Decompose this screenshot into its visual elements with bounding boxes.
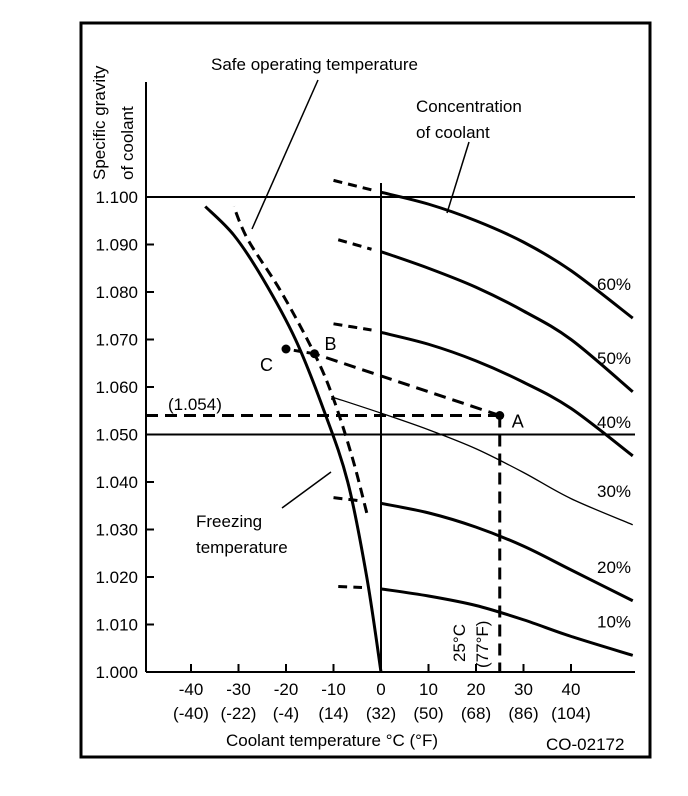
x-tick-label-f: (104) <box>551 704 591 723</box>
curve-20pct <box>380 501 634 603</box>
a-to-b-guide-line <box>314 352 501 417</box>
x-tick-label-f: (-4) <box>273 704 299 723</box>
x-tick-label-c: -40 <box>179 680 204 699</box>
curve-50pct-dashed <box>337 238 372 251</box>
concentration-leader <box>446 141 470 214</box>
x-tick-label-c: -20 <box>274 680 299 699</box>
figure-id: CO-02172 <box>546 735 624 754</box>
y-tick-label: 1.020 <box>95 568 138 587</box>
y-tick-label: 1.040 <box>95 473 138 492</box>
curve-label-40pct: 40% <box>597 413 631 432</box>
safe-operating-temperature-label: Safe operating temperature <box>211 55 418 74</box>
x-tick-label-f: (14) <box>318 704 348 723</box>
x-tick-label-c: -30 <box>226 680 251 699</box>
x-tick-label-c: 20 <box>467 680 486 699</box>
b-to-c-guide-line <box>285 347 315 356</box>
axis-ticks: 1.100 1.090 1.080 1.070 1.060 1.050 1.040 1.030… <box>95 82 635 723</box>
point-C <box>281 344 291 354</box>
plot-area: 60% 50% 40% 30% 20% 10% A B C <box>146 178 635 673</box>
curve-40pct <box>380 330 634 458</box>
freezing-leader <box>281 471 332 509</box>
point-B <box>310 349 319 359</box>
x-tick-label-f: (68) <box>461 704 491 723</box>
x-tick-label-f: (32) <box>366 704 396 723</box>
freezing-temperature-curve <box>204 205 383 673</box>
safe-operating-temperature-curve <box>232 205 369 514</box>
x-tick-label-f: (86) <box>508 704 538 723</box>
point-label-C: C <box>260 355 273 375</box>
curve-30pct <box>333 396 634 526</box>
y-axis-label-line-2: of coolant <box>118 106 137 180</box>
y-tick-label: 1.100 <box>95 188 138 207</box>
x-tick-label-c: 40 <box>562 680 581 699</box>
curve-40pct-dashed <box>333 322 372 332</box>
point-label-A: A <box>512 412 524 432</box>
curve-60pct-dashed <box>333 178 372 192</box>
temp-reading-label-f: (77°F) <box>473 621 492 668</box>
concentration-label-line-1: Concentration <box>416 97 522 116</box>
curve-10pct <box>380 587 634 657</box>
y-tick-label: 1.090 <box>95 236 138 255</box>
freezing-label-line-1: Freezing <box>196 512 262 531</box>
y-tick-label: 1.060 <box>95 378 138 397</box>
x-tick-label-c: 10 <box>419 680 438 699</box>
y-axis-label-line-1: Specific gravity <box>90 65 109 180</box>
y-tick-label: 1.000 <box>95 663 138 682</box>
curve-10pct-dashed <box>338 585 363 589</box>
x-tick-label-c: -10 <box>321 680 346 699</box>
curve-50pct <box>380 250 634 393</box>
y-tick-label: 1.080 <box>95 283 138 302</box>
curve-60pct <box>380 190 634 320</box>
figure-border <box>79 21 652 759</box>
temp-reading-label-c: 25°C <box>450 624 469 662</box>
y-tick-label: 1.010 <box>95 616 138 635</box>
x-tick-label-c: 0 <box>376 680 385 699</box>
sg-reading-label: (1.054) <box>168 395 222 414</box>
curve-20pct-dashed <box>333 496 363 503</box>
point-label-B: B <box>325 334 337 354</box>
curve-label-10pct: 10% <box>597 612 631 631</box>
x-tick-label-f: (-40) <box>173 704 209 723</box>
x-tick-label-c: 30 <box>514 680 533 699</box>
x-axis-label: Coolant temperature °C (°F) <box>226 731 438 750</box>
y-tick-label: 1.050 <box>95 426 138 445</box>
y-tick-label: 1.030 <box>95 521 138 540</box>
x-tick-label-f: (50) <box>413 704 443 723</box>
curve-label-60pct: 60% <box>597 275 631 294</box>
safe-operating-leader <box>251 79 319 230</box>
y-tick-label: 1.070 <box>95 331 138 350</box>
point-A <box>495 411 505 420</box>
concentration-label-line-2: of coolant <box>416 123 490 142</box>
curve-label-20pct: 20% <box>597 558 631 577</box>
freezing-label-line-2: temperature <box>196 538 288 557</box>
curve-label-50pct: 50% <box>597 349 631 368</box>
x-tick-label-f: (-22) <box>221 704 257 723</box>
curve-label-30pct: 30% <box>597 482 631 501</box>
